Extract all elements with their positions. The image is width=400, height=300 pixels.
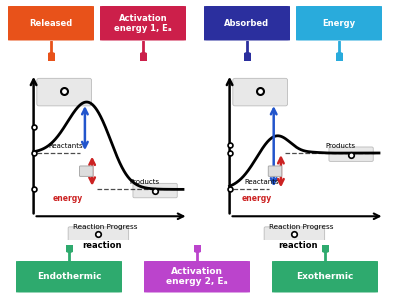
Text: Activation
energy 1, Eₐ: Activation energy 1, Eₐ <box>114 14 172 33</box>
FancyBboxPatch shape <box>37 78 92 106</box>
FancyBboxPatch shape <box>202 6 292 40</box>
FancyBboxPatch shape <box>80 166 93 176</box>
Text: Reactants: Reactants <box>244 179 279 185</box>
Text: Endothermic: Endothermic <box>37 272 101 281</box>
Text: Reaction Progress: Reaction Progress <box>269 224 334 230</box>
Text: Energy: Energy <box>322 19 356 28</box>
FancyBboxPatch shape <box>329 147 373 161</box>
Text: reaction: reaction <box>82 242 122 250</box>
Text: Absorbed: Absorbed <box>224 19 270 28</box>
Text: Products: Products <box>129 179 159 185</box>
FancyBboxPatch shape <box>141 261 253 292</box>
Text: reaction: reaction <box>278 242 318 250</box>
Text: Reactants: Reactants <box>48 143 83 149</box>
Text: Activation
energy 2, Eₐ: Activation energy 2, Eₐ <box>166 267 228 286</box>
Text: energy: energy <box>52 194 83 203</box>
FancyBboxPatch shape <box>98 6 188 40</box>
Text: Products: Products <box>325 143 355 149</box>
Text: Reaction Progress: Reaction Progress <box>73 224 138 230</box>
FancyBboxPatch shape <box>269 261 381 292</box>
FancyBboxPatch shape <box>133 183 177 198</box>
FancyBboxPatch shape <box>268 166 282 176</box>
FancyBboxPatch shape <box>294 6 384 40</box>
Text: Released: Released <box>29 19 73 28</box>
FancyBboxPatch shape <box>264 227 325 241</box>
FancyBboxPatch shape <box>13 261 125 292</box>
FancyBboxPatch shape <box>6 6 96 40</box>
FancyBboxPatch shape <box>233 78 288 106</box>
Text: energy: energy <box>241 194 272 203</box>
Text: Exothermic: Exothermic <box>296 272 354 281</box>
FancyBboxPatch shape <box>68 227 129 241</box>
